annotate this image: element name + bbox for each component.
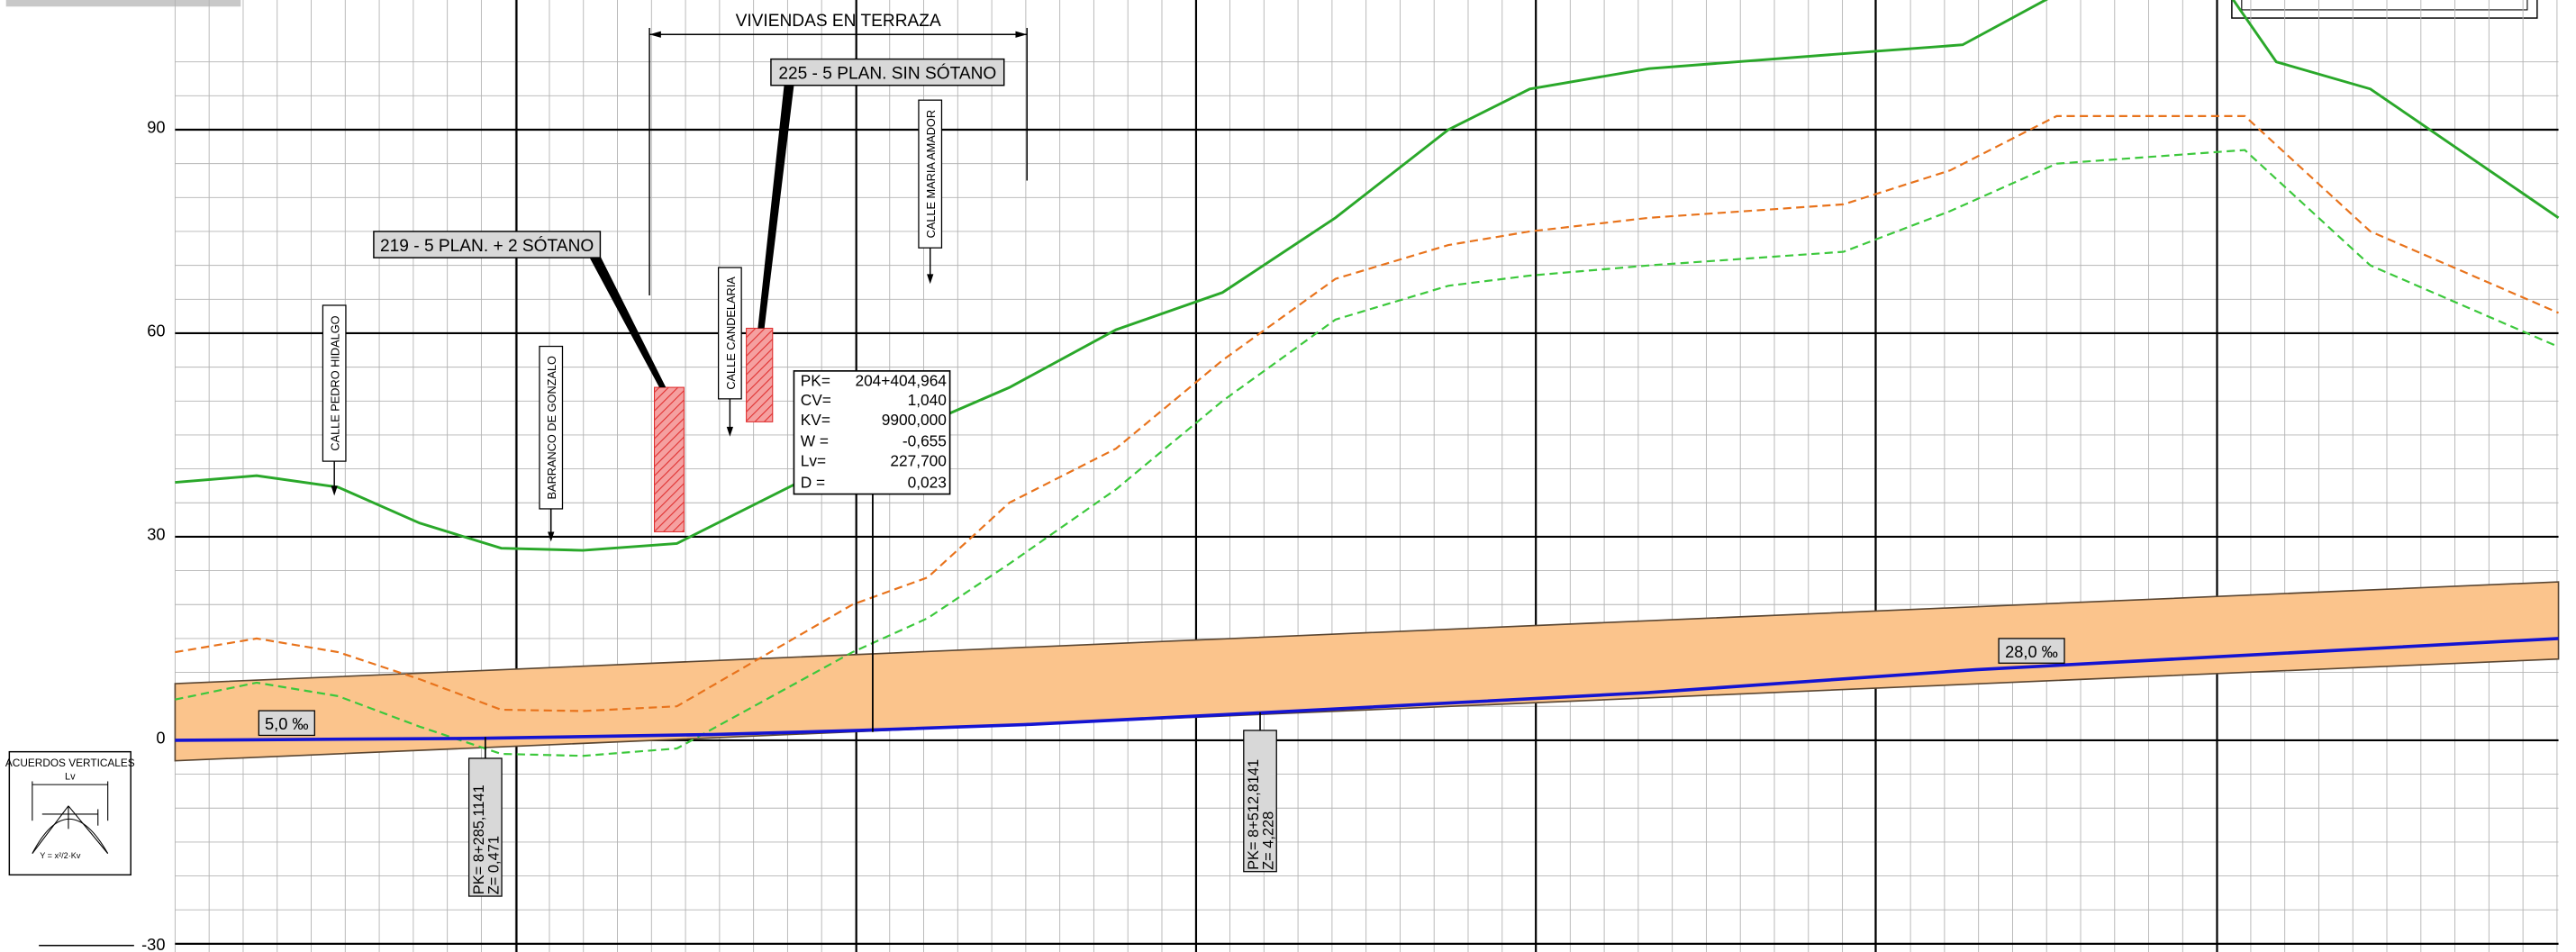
curve-lv-key: Lv= — [801, 452, 826, 470]
series-orange-dashed-line — [175, 114, 2559, 712]
station-1-pk: PK= 8+285,1141 — [471, 784, 487, 894]
station-2-pk: PK= 8+512,8141 — [1246, 759, 1262, 870]
street-label: CALLE MARIA AMADOR — [924, 110, 938, 238]
y-axis: 90 60 30 0 -30 — [39, 119, 165, 952]
curve-kv-value: 9900,000 — [882, 411, 947, 429]
street-label: CALLE CANDELARIA — [724, 277, 738, 390]
street-pedro-hidalgo: CALLE PEDRO HIDALGO — [322, 304, 347, 496]
street-label: CALLE PEDRO HIDALGO — [329, 315, 342, 450]
tolerance-band — [174, 581, 2560, 762]
station-marker-2: PK= 8+512,8141 Z= 4,228 — [1243, 712, 1277, 873]
y-tick-label: 30 — [147, 526, 165, 544]
corner-frame-right — [2231, 0, 2538, 19]
legend-curve-diagram — [32, 781, 109, 855]
curve-w-value: -0,655 — [903, 432, 947, 450]
corner-frame-left — [5, 0, 241, 7]
legend-formula: Y = x²/2·Kv — [40, 851, 81, 860]
series-terrain-line — [175, 0, 2560, 552]
y-tick-label: 60 — [147, 322, 165, 340]
building-219-hatch — [654, 386, 685, 533]
callout-219: 219 - 5 PLAN. + 2 SÓTANO — [373, 231, 667, 388]
slope-right-text: 28,0 ‰ — [2005, 643, 2058, 661]
street-barranco-gonzalo: BARRANCO DE GONZALO — [539, 345, 564, 542]
curve-lv-value: 227,700 — [890, 452, 947, 470]
section-title: VIVIENDAS EN TERRAZA — [736, 12, 941, 31]
corner-frame-right-inner — [2241, 0, 2528, 11]
street-candelaria: CALLE CANDELARIA — [717, 267, 742, 437]
series-green-dashed-line — [175, 149, 2559, 757]
curve-pk-key: PK= — [801, 371, 830, 389]
section-bracket: VIVIENDAS EN TERRAZA — [649, 12, 1028, 296]
rasante-line — [175, 637, 2559, 742]
y-tick-label: 90 — [147, 119, 165, 137]
curve-cv-key: CV= — [801, 391, 831, 409]
vertical-curve-box: PK= 204+404,964 CV= 1,040 KV= 9900,000 W… — [793, 370, 951, 732]
curve-d-key: D = — [801, 473, 825, 491]
street-maria-amador: CALLE MARIA AMADOR — [918, 99, 943, 285]
slope-left-text: 5,0 ‰ — [265, 715, 309, 733]
curve-pk-value: 204+404,964 — [855, 371, 947, 389]
callout-219-label: 219 - 5 PLAN. + 2 SÓTANO — [380, 236, 594, 256]
building-225-hatch — [746, 327, 774, 422]
vertical-curves-legend: ACUERDOS VERTICALES Lv Y = x²/2·Kv — [5, 750, 135, 876]
station-2-z: Z= 4,228 — [1261, 811, 1277, 870]
y-tick-label: -30 — [141, 936, 165, 952]
street-label: BARRANCO DE GONZALO — [545, 356, 558, 499]
curve-w-key: W = — [801, 432, 829, 450]
grid — [174, 0, 2559, 952]
legend-title: ACUERDOS VERTICALES — [5, 757, 135, 769]
callout-225-label: 225 - 5 PLAN. SIN SÓTANO — [778, 63, 996, 83]
slope-label-right: 28,0 ‰ — [1998, 638, 2065, 664]
curve-d-value: 0,023 — [908, 473, 947, 491]
station-marker-1: PK= 8+285,1141 Z= 0,471 — [467, 737, 503, 897]
station-1-z: Z= 0,471 — [485, 836, 502, 894]
legend-lv: Lv — [65, 772, 76, 783]
y-tick-label: 0 — [156, 730, 165, 748]
curve-kv-key: KV= — [801, 411, 830, 429]
callout-225: 225 - 5 PLAN. SIN SÓTANO — [757, 58, 1005, 329]
curve-cv-value: 1,040 — [908, 391, 947, 409]
slope-label-left: 5,0 ‰ — [258, 710, 315, 737]
